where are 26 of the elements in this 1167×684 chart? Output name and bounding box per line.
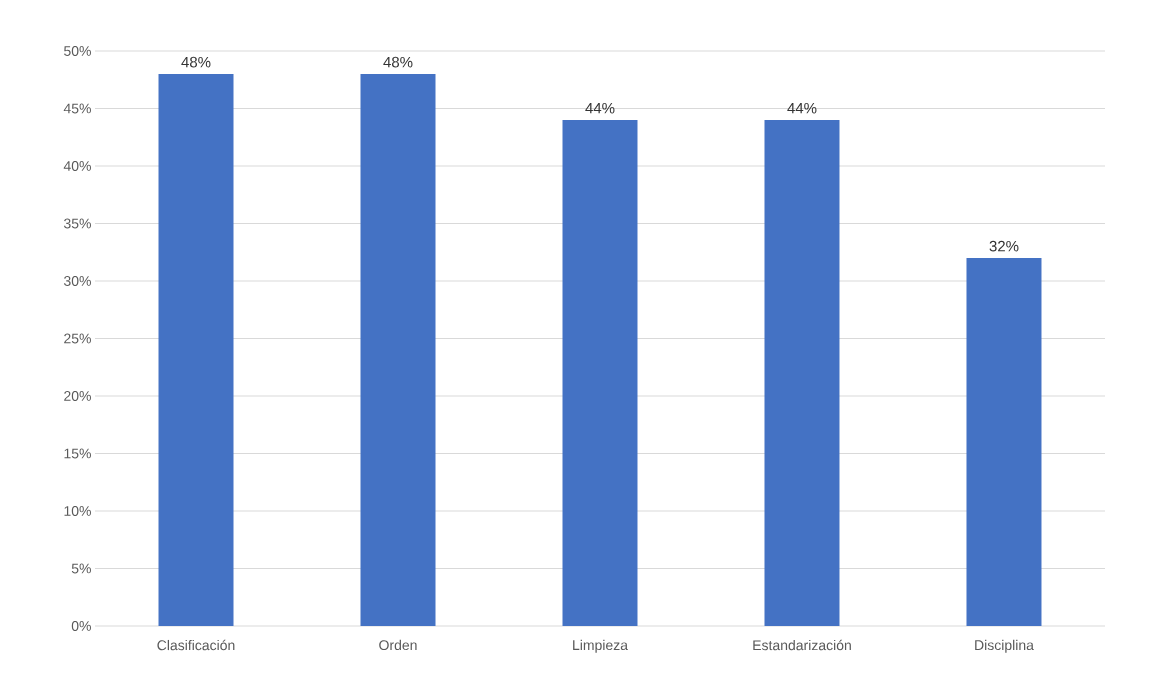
x-tick-label: Limpieza — [573, 639, 629, 653]
bar — [360, 73, 436, 626]
y-tick-label: 50% — [64, 46, 91, 56]
x-tick-label: Disciplina — [975, 639, 1034, 653]
bar — [158, 73, 234, 626]
y-tick-label: 0% — [71, 621, 91, 631]
y-tick-label: 10% — [64, 506, 91, 516]
y-tick-label: 45% — [63, 103, 91, 114]
y-tick-label: 35% — [63, 218, 91, 229]
bar — [966, 257, 1042, 626]
x-tick-label: Estandarización — [753, 639, 851, 651]
data-label: 44% — [585, 102, 615, 114]
y-tick-label: 15% — [64, 448, 91, 459]
y-tick-label: 20% — [64, 391, 91, 401]
y-tick-label: 5% — [71, 563, 91, 574]
bar — [764, 119, 840, 626]
bar — [562, 119, 638, 626]
y-tick-label: 40% — [63, 161, 91, 171]
data-label: 48% — [383, 56, 413, 68]
data-label: 32% — [989, 240, 1019, 252]
y-tick-label: 25% — [64, 333, 91, 344]
data-label: 48% — [181, 56, 211, 68]
y-tick-label: 30% — [63, 276, 91, 286]
x-tick-label: Orden — [379, 639, 417, 651]
data-label: 44% — [787, 102, 817, 114]
x-tick-label: Clasificación — [157, 639, 235, 651]
